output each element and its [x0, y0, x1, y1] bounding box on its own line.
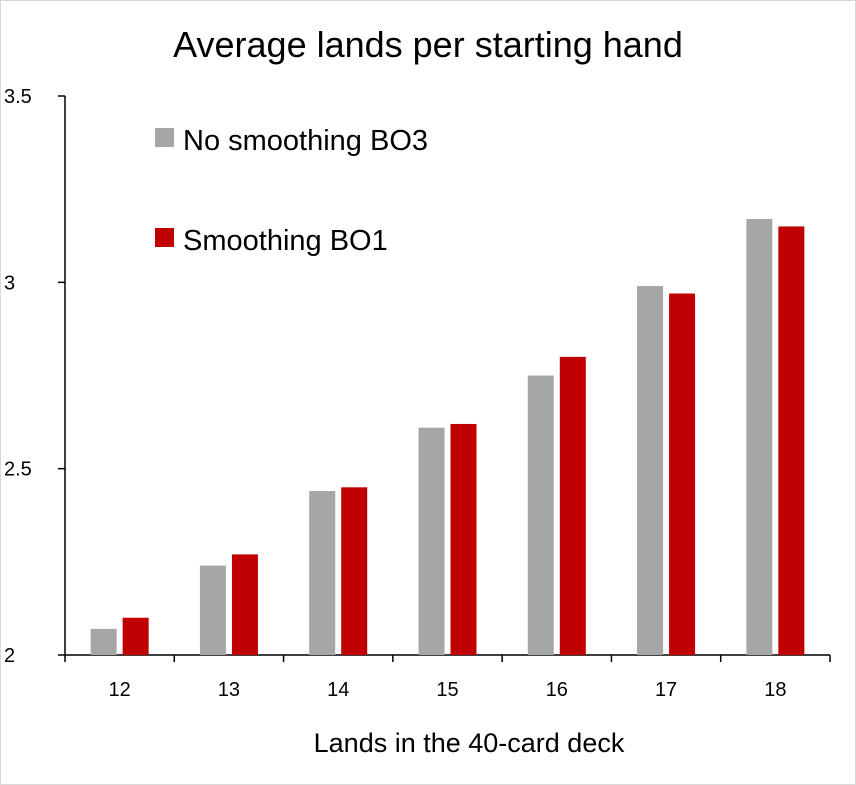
y-tick-label: 3.5: [4, 86, 32, 108]
x-tick-label: 16: [546, 679, 568, 701]
bar-no-smoothing-bo3: [309, 491, 336, 655]
y-tick-label: 2: [4, 645, 15, 667]
bar-no-smoothing-bo3: [637, 286, 664, 655]
bar-smoothing-bo1: [231, 554, 258, 655]
x-tick-label: 15: [436, 679, 458, 701]
x-axis-label: Lands in the 40-card deck: [314, 728, 625, 758]
legend-label: Smoothing BO1: [183, 225, 388, 257]
legend-label: No smoothing BO3: [183, 125, 428, 157]
legend: No smoothing BO3 Smoothing BO1: [155, 125, 428, 257]
x-tick-label: 17: [655, 679, 677, 701]
bar-smoothing-bo1: [669, 293, 696, 655]
bar-no-smoothing-bo3: [199, 565, 226, 655]
x-tick-label: 14: [327, 679, 349, 701]
bar-no-smoothing-bo3: [527, 375, 554, 655]
x-tick-label: 12: [109, 679, 131, 701]
bar-no-smoothing-bo3: [90, 628, 117, 655]
legend-swatch: [155, 228, 174, 247]
bar-smoothing-bo1: [778, 226, 805, 655]
legend-swatch: [155, 128, 174, 147]
bar-smoothing-bo1: [341, 487, 368, 655]
x-tick-label: 18: [764, 679, 786, 701]
x-tick-label: 13: [218, 679, 240, 701]
bar-smoothing-bo1: [559, 356, 586, 655]
y-tick-label: 2.5: [4, 459, 32, 481]
bars: [90, 218, 805, 656]
y-tick-label: 3: [4, 272, 15, 294]
chart-title: Average lands per starting hand: [173, 24, 683, 65]
y-axis: 2 2.5 3 3.5: [4, 86, 66, 667]
bar-no-smoothing-bo3: [418, 427, 445, 655]
bar-smoothing-bo1: [122, 617, 149, 655]
bar-smoothing-bo1: [450, 423, 477, 655]
bar-no-smoothing-bo3: [746, 218, 773, 656]
x-axis: 12 13 14 15 16 17 18: [64, 654, 831, 701]
